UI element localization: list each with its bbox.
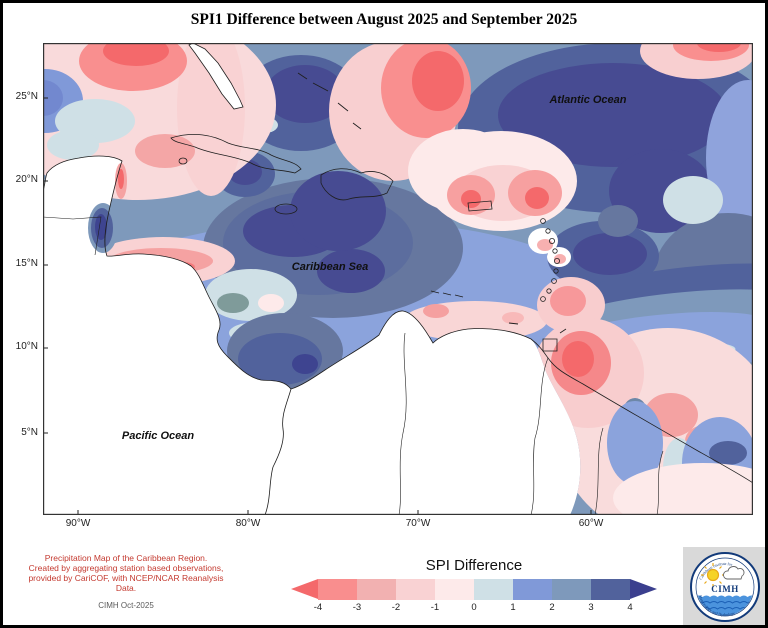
lon-tick-label: 60°W (578, 518, 604, 529)
lon-tick-label: 70°W (405, 518, 431, 529)
cimh-logo: Caribbean Institute for CIMH Meteorology… (683, 547, 765, 625)
credits-line: provided by CariCOF, with NCEP/NCAR Rean… (28, 573, 224, 593)
axis-ticks (43, 97, 592, 515)
colorbar-cell (513, 579, 552, 600)
lat-tick-label: 10°N (15, 341, 38, 352)
label-atlantic-ocean: Atlantic Ocean (548, 94, 626, 106)
spi-difference-map: Atlantic Ocean Caribbean Sea Pacific Oce… (43, 43, 753, 515)
lat-tick-label: 15°N (15, 258, 38, 269)
logo-acronym: CIMH (711, 584, 739, 594)
lon-tick-label: 90°W (65, 518, 91, 529)
colorbar-ticks: -4 -3 -2 -1 0 1 2 3 4 (291, 602, 661, 614)
colorbar-tick-label: -1 (430, 602, 440, 613)
colorbar-cell (591, 579, 630, 600)
colorbar-tick-label: -2 (391, 602, 401, 613)
legend-title: SPI Difference (425, 557, 523, 574)
colorbar-cells (318, 579, 630, 600)
lat-tick-label: 20°N (15, 174, 38, 185)
credits-line: Precipitation Map of the Caribbean Regio… (44, 553, 208, 563)
map-title: SPI1 Difference between August 2025 and … (190, 11, 578, 28)
colorbar-tick-label: 2 (549, 602, 555, 613)
label-caribbean-sea: Caribbean Sea (292, 261, 368, 273)
issuer-stamp: CIMH Oct-2025 (98, 601, 154, 610)
colorbar-tick-label: 0 (471, 602, 477, 613)
colorbar-cell (318, 579, 357, 600)
colorbar-tick-label: -3 (352, 602, 362, 613)
cloud-icon (723, 566, 745, 580)
ocean-contour-layer (43, 43, 753, 515)
colorbar-tick-label: 3 (588, 602, 594, 613)
colorbar-arrow-right (630, 579, 657, 599)
lat-tick-label: 5°N (21, 427, 38, 438)
colorbar-cell (435, 579, 474, 600)
lon-tick-label: 80°W (235, 518, 261, 529)
lat-tick-label: 25°N (15, 91, 38, 102)
colorbar-arrow-left (291, 579, 318, 599)
colorbar-cell (552, 579, 591, 600)
sun-icon (701, 563, 725, 587)
credits-line: Created by aggregating station based obs… (28, 563, 224, 573)
coastline-layer (43, 155, 753, 515)
islands-layer (170, 72, 567, 352)
colorbar-cell (357, 579, 396, 600)
colorbar-cell (474, 579, 513, 600)
credits-block: Precipitation Map of the Caribbean Regio… (21, 553, 231, 593)
colorbar (291, 579, 657, 600)
colorbar-tick-label: -4 (313, 602, 323, 613)
colorbar-cell (396, 579, 435, 600)
colorbar-tick-label: 4 (627, 602, 633, 613)
florida-landmass (188, 43, 244, 110)
map-frame (43, 43, 753, 515)
colorbar-tick-label: 1 (510, 602, 516, 613)
label-pacific-ocean: Pacific Ocean (122, 430, 194, 442)
